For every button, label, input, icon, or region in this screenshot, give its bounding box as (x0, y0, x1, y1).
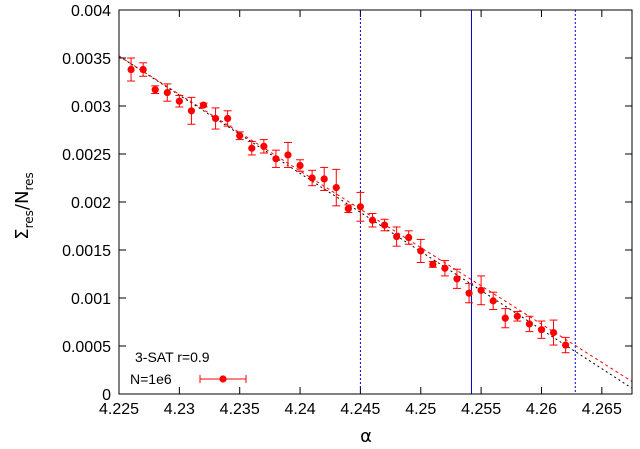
legend-entry-label: N=1e6 (130, 371, 172, 387)
y-axis-label: Σres/Nres (12, 172, 36, 240)
y-label-sigma: Σ (12, 228, 33, 239)
y-tick-label: 0.0005 (62, 339, 111, 356)
data-point (139, 65, 147, 74)
data-point (284, 151, 292, 159)
y-tick-label: 0.002 (71, 195, 111, 212)
y-tick-label: 0.004 (71, 3, 111, 20)
data-point (453, 275, 461, 283)
plot-frame (118, 9, 633, 395)
x-axis-label: α (360, 426, 372, 447)
data-point (477, 286, 485, 294)
data-point (332, 184, 340, 192)
data-point (465, 289, 473, 297)
data-point (127, 65, 135, 74)
data-point (405, 233, 413, 242)
x-tick-label: 4.225 (99, 401, 139, 418)
y-tick-label: 0 (102, 387, 111, 404)
data-point (489, 297, 497, 305)
x-tick-label: 4.25 (405, 401, 436, 418)
vertical-marker-layer (359, 10, 576, 394)
data-point (187, 107, 196, 115)
data-point (248, 144, 256, 152)
y-tick-label: 0.0035 (62, 51, 111, 68)
data-point (260, 142, 268, 150)
data-point (151, 86, 159, 94)
y-label-slash: /N (12, 191, 33, 211)
legend-sample-marker (219, 375, 227, 383)
data-point (525, 320, 534, 328)
x-tick-label: 4.26 (526, 401, 557, 418)
data-point (393, 232, 401, 241)
data-point (549, 328, 558, 337)
y-tick-label: 0.001 (71, 291, 111, 308)
y-tick-label: 0.0015 (62, 243, 111, 260)
data-point (356, 203, 365, 211)
data-point (163, 88, 171, 97)
y-tick-label: 0.0025 (62, 147, 111, 164)
data-point (562, 341, 570, 349)
data-point (296, 161, 304, 170)
data-point (417, 247, 425, 255)
data-point (441, 264, 449, 272)
data-point-layer (127, 57, 570, 354)
data-point (308, 174, 316, 182)
legend-title: 3-SAT r=0.9 (135, 349, 210, 365)
data-point (199, 101, 208, 109)
data-point (368, 216, 377, 224)
data-point (344, 205, 352, 213)
x-tick-label: 4.245 (340, 401, 380, 418)
data-point (175, 97, 183, 105)
x-tick-label: 4.265 (582, 401, 622, 418)
x-tick-label: 4.235 (220, 401, 260, 418)
data-point (224, 114, 232, 123)
legend-entry-sample (199, 375, 247, 383)
y-label-sub2: res (22, 172, 36, 190)
data-point (211, 114, 220, 123)
data-point (236, 132, 244, 140)
data-point (513, 312, 521, 320)
legend: 3-SAT r=0.9 N=1e6 (130, 349, 247, 387)
tick-layer: 4.225 4.23 4.235 4.24 4.245 4.25 4.255 4.26 4.26… (62, 3, 632, 418)
x-tick-label: 4.24 (284, 401, 315, 418)
data-point (429, 260, 437, 268)
y-tick-label: 0.003 (71, 99, 111, 116)
x-tick-label: 4.255 (461, 401, 501, 418)
data-point (537, 326, 546, 334)
x-tick-label: 4.23 (164, 401, 195, 418)
fit-line (118, 55, 633, 382)
y-label-sub: res (22, 210, 36, 228)
data-point (380, 221, 389, 229)
data-point (272, 155, 280, 163)
data-point (320, 175, 328, 183)
data-point (501, 314, 509, 322)
